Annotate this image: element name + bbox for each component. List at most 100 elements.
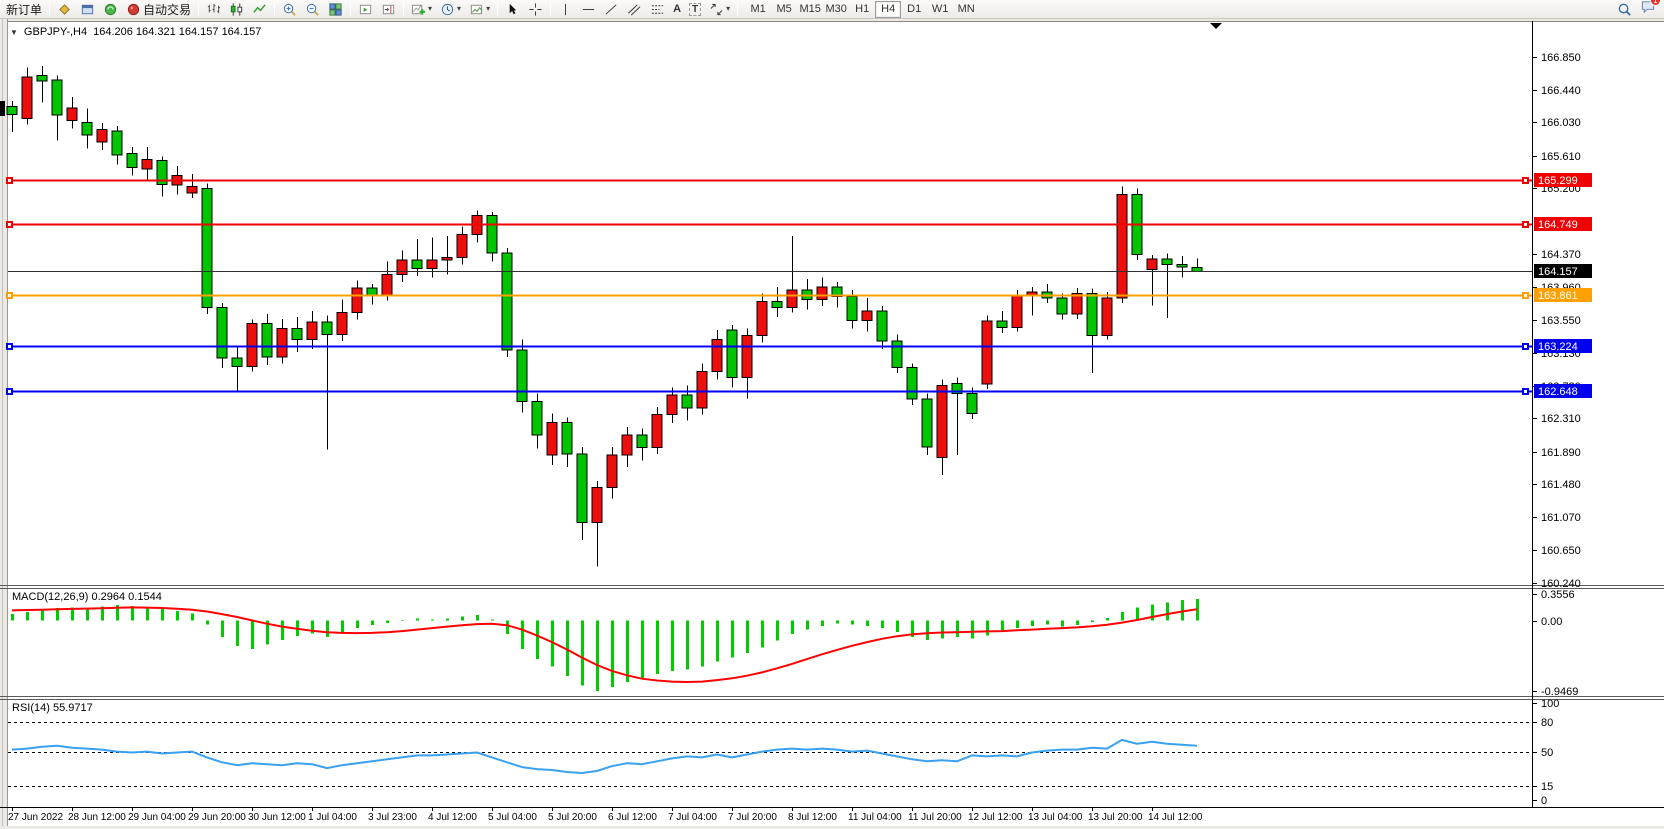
chart-shift-button[interactable] bbox=[377, 1, 400, 18]
candle bbox=[1026, 291, 1038, 296]
label-tool-icon: T bbox=[689, 2, 702, 16]
timeframe-button-H4[interactable]: H4 bbox=[875, 0, 902, 18]
candle bbox=[1056, 297, 1068, 315]
candle bbox=[1176, 264, 1188, 268]
svg-text:4 Jul 12:00: 4 Jul 12:00 bbox=[428, 812, 477, 823]
autotrading-button[interactable]: 自动交易 bbox=[122, 1, 195, 18]
candle bbox=[636, 434, 648, 449]
indicators-icon bbox=[411, 2, 426, 17]
cursor-icon bbox=[505, 2, 520, 17]
svg-text:162.648: 162.648 bbox=[1538, 386, 1578, 398]
svg-text:166.440: 166.440 bbox=[1541, 85, 1581, 97]
fibonacci-button[interactable] bbox=[646, 1, 669, 18]
candle bbox=[936, 385, 948, 458]
periods-button[interactable]: ▾ bbox=[436, 1, 465, 18]
label-tool-button[interactable]: T bbox=[685, 1, 705, 18]
zoom-in-icon bbox=[282, 2, 297, 17]
candle bbox=[861, 310, 873, 321]
timeframe-button-M30[interactable]: M30 bbox=[823, 1, 849, 18]
horizontal-line-button[interactable] bbox=[577, 1, 600, 18]
new-order-button[interactable]: 新订单 bbox=[2, 1, 46, 18]
candle bbox=[21, 76, 33, 119]
channel-button[interactable] bbox=[623, 1, 646, 18]
timeframe-button-M5[interactable]: M5 bbox=[771, 1, 797, 18]
candle bbox=[1116, 194, 1128, 299]
svg-text:7 Jul 04:00: 7 Jul 04:00 bbox=[668, 812, 717, 823]
search-button[interactable] bbox=[1613, 1, 1636, 18]
market-watch-button[interactable] bbox=[53, 1, 76, 18]
candle bbox=[1071, 292, 1083, 315]
arrows-button[interactable]: ▾ bbox=[705, 1, 734, 18]
data-window-button[interactable] bbox=[76, 1, 99, 18]
timeframe-button-D1[interactable]: D1 bbox=[901, 1, 927, 18]
svg-text:50: 50 bbox=[1541, 747, 1553, 759]
toolbar-right: 1 bbox=[1613, 0, 1662, 19]
candle bbox=[216, 307, 228, 359]
toolbar-separator bbox=[550, 2, 552, 16]
candle bbox=[531, 401, 543, 436]
svg-text:0.00: 0.00 bbox=[1541, 616, 1562, 628]
templates-button[interactable]: ▾ bbox=[465, 1, 494, 18]
vertical-line-button[interactable] bbox=[554, 1, 577, 18]
candles bbox=[6, 65, 1203, 567]
crosshair-button[interactable] bbox=[524, 1, 547, 18]
svg-text:164.749: 164.749 bbox=[1538, 219, 1578, 231]
candle bbox=[621, 434, 633, 456]
candle bbox=[36, 74, 48, 82]
periods-caret-icon: ▾ bbox=[457, 4, 462, 13]
tile-windows-button[interactable] bbox=[324, 1, 347, 18]
crosshair-icon bbox=[528, 2, 543, 17]
candle bbox=[261, 323, 273, 358]
vertical-line-icon bbox=[558, 2, 573, 17]
line-chart-button[interactable] bbox=[248, 1, 271, 18]
chart-window[interactable]: 166.850 166.440 166.030 165.610 165.200 164.3… bbox=[0, 19, 1664, 829]
candle bbox=[666, 394, 678, 415]
timeframe-button-MN[interactable]: MN bbox=[953, 1, 979, 18]
candle bbox=[426, 259, 438, 270]
timeframe-toolbar: M1 M5 M15 M30 H1 H4 D1 W1 MN bbox=[745, 0, 979, 18]
svg-text:160.240: 160.240 bbox=[1541, 578, 1581, 590]
chart-shift-marker[interactable] bbox=[1210, 23, 1222, 29]
candle bbox=[966, 393, 978, 415]
svg-text:165.610: 165.610 bbox=[1541, 151, 1581, 163]
candle bbox=[1011, 294, 1023, 329]
text-tool-button[interactable]: A bbox=[669, 1, 685, 18]
candle bbox=[546, 421, 558, 456]
candle bbox=[96, 128, 108, 143]
autoscroll-button[interactable] bbox=[354, 1, 377, 18]
trendline-button[interactable] bbox=[600, 1, 623, 18]
candle bbox=[501, 252, 513, 351]
candle bbox=[516, 349, 528, 403]
price-axis[interactable]: 166.850166.440166.030165.610165.200164.3… bbox=[1532, 52, 1592, 807]
bar-chart-button[interactable] bbox=[202, 1, 225, 18]
candle bbox=[456, 233, 468, 259]
candle bbox=[186, 186, 198, 194]
autotrading-icon bbox=[126, 2, 141, 17]
candle bbox=[576, 453, 588, 524]
candle bbox=[336, 311, 348, 336]
timeframe-button-M15[interactable]: M15 bbox=[797, 1, 823, 18]
cursor-button[interactable] bbox=[501, 1, 524, 18]
candle bbox=[726, 329, 738, 379]
candlestick-chart-button[interactable] bbox=[225, 1, 248, 18]
svg-text:161.480: 161.480 bbox=[1541, 479, 1581, 491]
navigator-button[interactable] bbox=[99, 1, 122, 18]
zoom-in-button[interactable] bbox=[278, 1, 301, 18]
notifications-button[interactable]: 1 bbox=[1640, 0, 1661, 19]
chart-canvas[interactable]: 166.850166.440166.030165.610165.200164.3… bbox=[0, 19, 1664, 829]
candle bbox=[906, 366, 918, 400]
candle bbox=[291, 327, 303, 341]
svg-text:11 Jul 04:00: 11 Jul 04:00 bbox=[848, 812, 902, 823]
candle bbox=[306, 321, 318, 341]
candle bbox=[66, 107, 78, 122]
zoom-out-button[interactable] bbox=[301, 1, 324, 18]
time-axis[interactable]: 27 Jun 2022 28 Jun 12:00 29 Jun 04:00 29 Ju… bbox=[8, 807, 1203, 823]
timeframe-button-W1[interactable]: W1 bbox=[927, 1, 953, 18]
text-tool-icon: A bbox=[673, 3, 682, 15]
candle bbox=[921, 398, 933, 448]
timeframe-button-M1[interactable]: M1 bbox=[745, 1, 771, 18]
data-window-icon bbox=[80, 2, 95, 17]
candle bbox=[201, 187, 213, 309]
timeframe-button-H1[interactable]: H1 bbox=[849, 1, 875, 18]
indicators-button[interactable]: ▾ bbox=[407, 1, 436, 18]
